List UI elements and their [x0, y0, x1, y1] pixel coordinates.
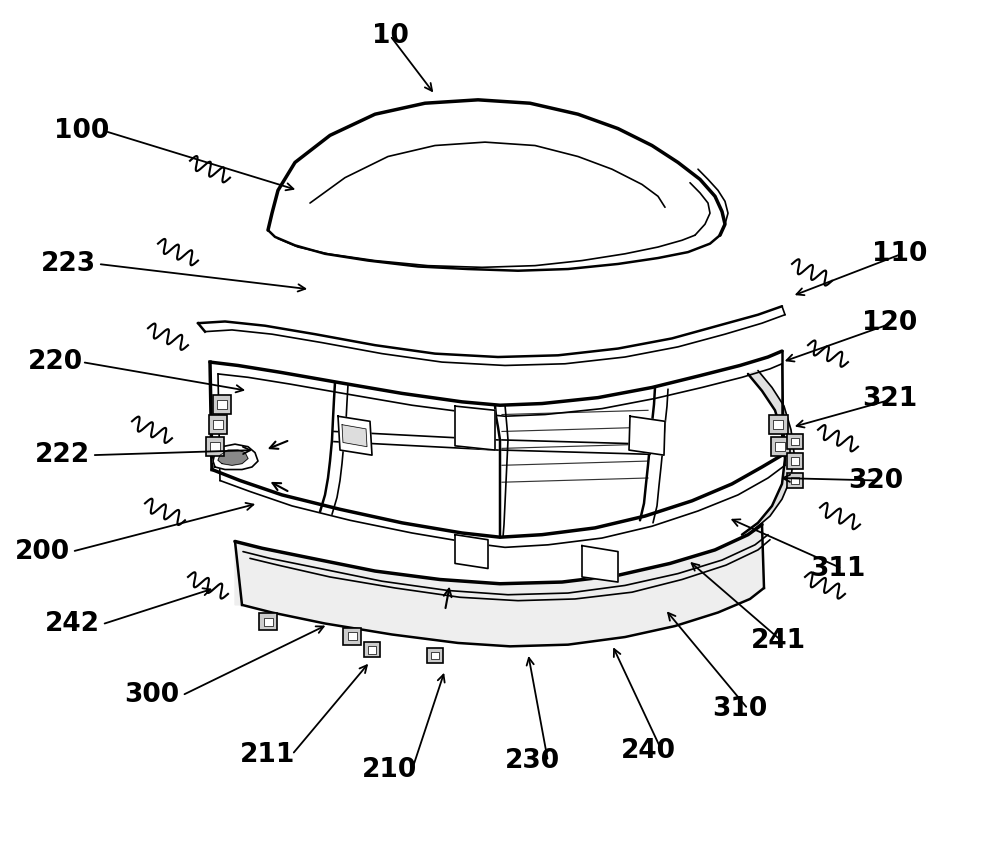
Polygon shape: [218, 450, 248, 465]
Bar: [431, 651, 439, 660]
Polygon shape: [455, 406, 495, 450]
Polygon shape: [342, 425, 367, 447]
FancyBboxPatch shape: [771, 437, 790, 456]
FancyBboxPatch shape: [206, 437, 224, 456]
Bar: [791, 477, 799, 484]
Text: 300: 300: [124, 683, 180, 708]
Polygon shape: [742, 371, 794, 535]
Polygon shape: [213, 444, 258, 470]
Polygon shape: [455, 535, 488, 569]
Text: 222: 222: [34, 442, 90, 468]
FancyBboxPatch shape: [787, 434, 803, 449]
Polygon shape: [235, 525, 764, 646]
Bar: [210, 442, 220, 452]
FancyBboxPatch shape: [212, 395, 231, 414]
Text: 211: 211: [240, 742, 296, 767]
Polygon shape: [629, 416, 665, 455]
FancyBboxPatch shape: [787, 453, 803, 469]
Bar: [368, 646, 376, 653]
Text: 241: 241: [750, 629, 806, 654]
FancyBboxPatch shape: [787, 473, 803, 488]
Text: 321: 321: [862, 387, 918, 412]
Text: 10: 10: [372, 23, 408, 48]
Text: 120: 120: [862, 310, 918, 336]
Text: 310: 310: [712, 696, 768, 722]
FancyBboxPatch shape: [208, 415, 227, 434]
FancyBboxPatch shape: [769, 415, 788, 434]
Text: 240: 240: [620, 739, 676, 764]
Text: 200: 200: [14, 539, 70, 564]
Text: 223: 223: [40, 251, 96, 277]
Text: 320: 320: [848, 468, 904, 493]
Bar: [348, 632, 356, 640]
Bar: [791, 438, 799, 446]
Bar: [773, 420, 783, 430]
Text: 110: 110: [872, 241, 928, 266]
Bar: [775, 442, 785, 452]
Bar: [791, 457, 799, 465]
Text: 242: 242: [44, 612, 100, 637]
FancyBboxPatch shape: [427, 648, 443, 663]
Text: 100: 100: [54, 118, 110, 144]
Polygon shape: [268, 100, 725, 271]
Polygon shape: [338, 416, 372, 455]
Text: 210: 210: [362, 757, 418, 783]
Bar: [217, 400, 227, 409]
FancyBboxPatch shape: [364, 642, 380, 657]
FancyBboxPatch shape: [343, 628, 361, 645]
Polygon shape: [208, 351, 782, 419]
Polygon shape: [582, 546, 618, 582]
Bar: [213, 420, 223, 430]
FancyBboxPatch shape: [259, 613, 277, 630]
Text: 220: 220: [27, 349, 83, 375]
Bar: [264, 618, 272, 626]
Text: 230: 230: [504, 749, 560, 774]
Text: 311: 311: [810, 556, 866, 581]
